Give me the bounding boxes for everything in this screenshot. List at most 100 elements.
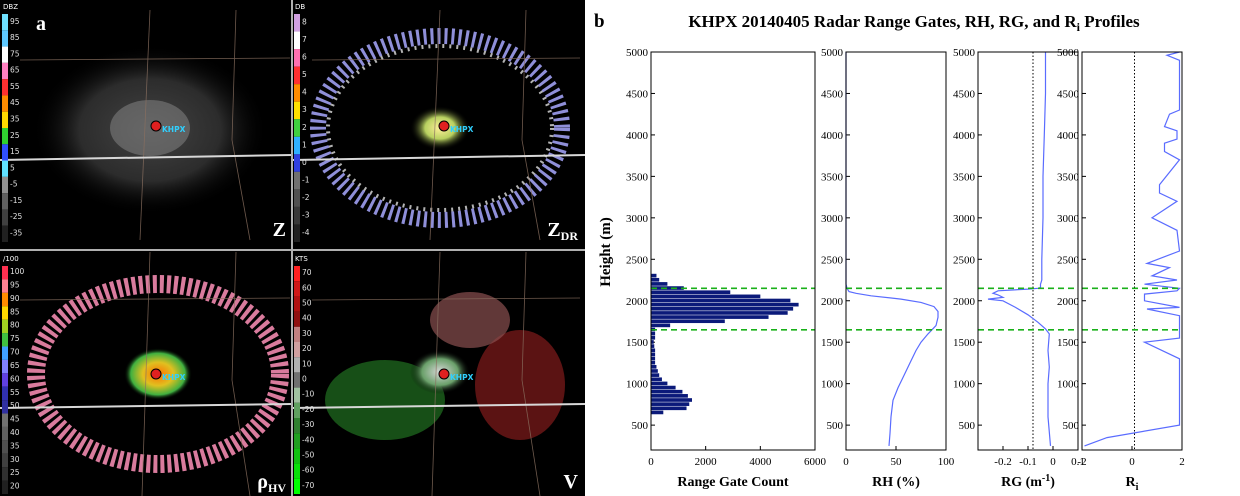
range-gate-bar bbox=[651, 302, 799, 307]
colorbar-tick: 40 bbox=[302, 314, 312, 323]
colorbar-segment bbox=[294, 171, 300, 190]
colorbar-segment bbox=[294, 189, 300, 207]
colorbar-segment bbox=[2, 413, 8, 427]
y-tick-label: 3500 bbox=[821, 171, 844, 183]
y-tick-label: 3500 bbox=[1057, 171, 1080, 183]
colorbar-segment bbox=[294, 448, 300, 464]
colorbar-segment bbox=[294, 101, 300, 120]
colorbar-segment bbox=[2, 346, 8, 360]
y-tick-label: 2500 bbox=[626, 254, 649, 266]
range-gate-bar bbox=[651, 290, 731, 295]
colorbar-segment bbox=[2, 359, 8, 374]
quadrant-symbols: Z ZDR ρHV V bbox=[257, 219, 578, 495]
colorbar-tick: 30 bbox=[302, 329, 312, 338]
colorbar-tick: 25 bbox=[10, 131, 20, 140]
y-axis-label: Height (m) bbox=[598, 217, 614, 287]
colorbar-tick: -5 bbox=[10, 180, 18, 189]
colorbar-tick: -35 bbox=[10, 228, 22, 237]
colorbar-tick: 85 bbox=[10, 33, 20, 42]
range-gate-bar bbox=[651, 402, 690, 406]
y-tick-label: 3000 bbox=[821, 213, 844, 225]
y-tick-label: 5000 bbox=[953, 47, 976, 59]
colorbar-segment bbox=[294, 66, 300, 85]
y-tick-label: 1500 bbox=[1057, 337, 1080, 349]
radial-velocity-quadrant bbox=[325, 292, 565, 440]
panel-label-b: b bbox=[594, 11, 605, 32]
colorbar-segment bbox=[2, 209, 8, 226]
y-tick-label: 500 bbox=[1063, 420, 1080, 432]
y-tick-label: 1000 bbox=[953, 379, 976, 391]
profile-line bbox=[1084, 51, 1181, 447]
profile-charts: b KHPX 20140405 Radar Range Gates, RH, R… bbox=[594, 11, 1185, 493]
colorbar: KTS 70 60 50 40 30 20 10 0 -10 -20 -30 -40 -50 -60 -70 bbox=[294, 255, 314, 494]
y-tick-label: 2000 bbox=[626, 296, 649, 308]
range-gate-bar bbox=[651, 273, 657, 278]
colorbar-tick: 2 bbox=[302, 123, 307, 132]
range-gate-bar bbox=[651, 323, 671, 328]
colorbar-tick: 65 bbox=[10, 66, 20, 75]
colorbar-segment bbox=[294, 387, 300, 403]
x-tick-label: 100 bbox=[938, 456, 955, 468]
y-tick-label: 5000 bbox=[821, 47, 844, 59]
profiles-panel-b: b KHPX 20140405 Radar Range Gates, RH, R… bbox=[588, 0, 1240, 496]
quadrant-symbol: ρHV bbox=[257, 471, 286, 495]
range-gate-bar bbox=[651, 277, 660, 282]
colorbar-segment bbox=[2, 292, 8, 307]
colorbar-segment bbox=[2, 160, 8, 177]
x-tick-label: -0.2 bbox=[994, 456, 1011, 468]
y-tick-label: 4000 bbox=[953, 130, 976, 142]
colorbar-tick: 5 bbox=[302, 70, 307, 79]
colorbars: DBZ9585756555453525155-5-15-25-35DB87654… bbox=[2, 3, 314, 494]
colorbar-tick: 70 bbox=[302, 268, 312, 277]
colorbar-tick: 70 bbox=[10, 348, 20, 357]
colorbar-segment bbox=[294, 281, 300, 297]
colorbar-tick: 95 bbox=[10, 280, 20, 289]
colorbar-segment bbox=[2, 14, 8, 31]
colorbar-segment bbox=[2, 144, 8, 161]
colorbar-segment bbox=[2, 266, 8, 280]
y-tick-label: 1000 bbox=[821, 379, 844, 391]
x-axis-label: Ri bbox=[1126, 475, 1139, 493]
colorbar-segment bbox=[2, 79, 8, 96]
colorbar-tick: -40 bbox=[302, 435, 314, 444]
colorbar-tick: 40 bbox=[10, 428, 20, 437]
y-tick-label: 3000 bbox=[626, 213, 649, 225]
x-tick-label: 0 bbox=[1129, 456, 1135, 468]
reflectivity-quadrant bbox=[32, 45, 268, 215]
x-tick-label: 0 bbox=[1050, 456, 1056, 468]
range-gate-bar bbox=[651, 298, 791, 303]
y-tick-label: 2000 bbox=[821, 296, 844, 308]
range-gate-bar bbox=[651, 373, 660, 377]
colorbar-tick: 25 bbox=[10, 468, 20, 477]
y-tick-label: 1000 bbox=[1057, 379, 1080, 391]
colorbar-segment bbox=[294, 154, 300, 172]
colorbar-segment bbox=[2, 95, 8, 112]
range-gate-bar bbox=[651, 360, 656, 365]
y-tick-label: 500 bbox=[959, 420, 976, 432]
colorbar-segment bbox=[294, 31, 300, 50]
station-label: KHPX bbox=[162, 373, 186, 382]
y-tick-label: 4000 bbox=[821, 130, 844, 142]
radar-panel-a: KHPX KHPX KHPX KHPX DBZ 95 85 75 65 55 45 35 25 15 5-… bbox=[0, 0, 585, 496]
y-tick-label: 3500 bbox=[626, 171, 649, 183]
range-gate-bar bbox=[651, 282, 668, 286]
colorbar-segment bbox=[294, 478, 300, 494]
station-marker bbox=[150, 120, 162, 132]
quadrant-symbol: ZDR bbox=[547, 219, 578, 243]
colorbar-unit: /100 bbox=[3, 255, 19, 263]
colorbar-tick: 35 bbox=[10, 441, 20, 450]
colorbar-segment bbox=[294, 433, 300, 449]
colorbar-segment bbox=[294, 402, 300, 418]
station-label: KHPX bbox=[162, 125, 186, 134]
y-tick-label: 3000 bbox=[953, 213, 976, 225]
range-gate-bar bbox=[651, 394, 688, 398]
x-tick-label: 6000 bbox=[804, 456, 827, 468]
profile-subplot: 500 1000 1500 2000 2500 3000 3500 4000 4500 5000 -… bbox=[1057, 47, 1185, 493]
colorbar-tick: 55 bbox=[10, 388, 20, 397]
colorbar-tick: 50 bbox=[302, 299, 312, 308]
colorbar-segment bbox=[2, 440, 8, 454]
cross-section-line bbox=[0, 154, 293, 161]
colorbar: DBZ 95 85 75 65 55 45 35 25 15 5 -5 -15 -25 -35 bbox=[2, 3, 22, 242]
y-tick-label: 1500 bbox=[821, 337, 844, 349]
cross-section-line bbox=[0, 403, 293, 409]
